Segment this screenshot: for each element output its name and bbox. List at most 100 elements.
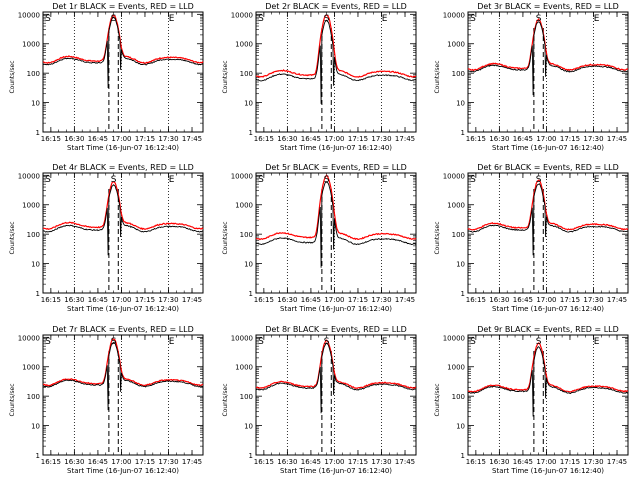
x-axis-label: Start Time (16-Jun-07 16:12:40) <box>67 305 179 313</box>
series-line-events <box>468 346 629 417</box>
series-line-lld <box>467 17 629 72</box>
plot-panel-4: 1 10 100 1000 10000 16:15 16:30 16:45 17:00 17:15… <box>9 163 204 313</box>
y-tick-label: 1 <box>249 290 253 298</box>
s-marker-label: S <box>470 175 476 185</box>
s-marker-label: S <box>258 337 264 347</box>
x-tick-label: 17:15 <box>348 458 368 466</box>
flare-s-marker: S <box>111 337 117 347</box>
x-tick-label: 16:45 <box>301 135 321 143</box>
flare-s-marker: S <box>324 175 330 185</box>
x-axis-label: Start Time (16-Jun-07 16:12:40) <box>280 144 392 152</box>
x-tick-label: 16:30 <box>489 135 509 143</box>
y-axis-label: Counts/sec <box>222 221 229 254</box>
x-tick-label: 16:15 <box>41 296 61 304</box>
x-axis-label: Start Time (16-Jun-07 16:12:40) <box>492 467 604 475</box>
series-line-events <box>255 342 416 414</box>
y-tick-label: 100 <box>240 70 253 78</box>
x-tick-label: 17:00 <box>324 296 344 304</box>
x-tick-label: 16:15 <box>466 135 486 143</box>
y-axis-label: Counts/sec <box>222 60 229 93</box>
y-tick-label: 10 <box>456 100 465 108</box>
x-tick-label: 17:45 <box>395 296 415 304</box>
s-marker-label: S <box>45 337 51 347</box>
plot-panel-2: 1 10 100 1000 10000 16:15 16:30 16:45 17:00 17:15… <box>222 2 417 152</box>
e-marker-label: E <box>382 175 388 185</box>
series-line-events <box>467 183 629 256</box>
y-tick-label: 10 <box>244 261 253 269</box>
plot-panel-1: 1 10 100 1000 10000 16:15 16:30 16:45 17:00 17:15… <box>9 2 204 152</box>
x-tick-label: 16:30 <box>64 296 84 304</box>
x-tick-label: 17:30 <box>158 135 178 143</box>
y-tick-label: 10000 <box>443 11 465 19</box>
e-marker-label: E <box>382 14 388 24</box>
e-marker-label: E <box>169 175 175 185</box>
y-tick-label: 1 <box>36 452 40 460</box>
plot-frame <box>467 334 629 456</box>
x-tick-label: 16:15 <box>254 296 274 304</box>
x-tick-label: 17:45 <box>607 135 627 143</box>
s-marker-label: S <box>45 14 51 24</box>
x-tick-label: 17:45 <box>182 135 202 143</box>
series-line-events <box>42 184 204 256</box>
x-tick-label: 17:30 <box>158 296 178 304</box>
plot-title: Det 1r BLACK = Events, RED = LLD <box>52 2 194 11</box>
x-tick-label: 17:00 <box>536 458 556 466</box>
x-tick-label: 17:00 <box>111 296 131 304</box>
x-tick-label: 16:15 <box>254 458 274 466</box>
s-marker-label: S <box>45 175 51 185</box>
plot-title: Det 3r BLACK = Events, RED = LLD <box>477 2 619 11</box>
plot-frame <box>255 334 417 456</box>
y-tick-label: 10 <box>31 261 40 269</box>
y-tick-label: 1000 <box>235 364 253 372</box>
x-tick-label: 17:15 <box>135 135 155 143</box>
y-tick-label: 1 <box>249 452 253 460</box>
x-tick-label: 16:15 <box>254 135 274 143</box>
plot-title: Det 5r BLACK = Events, RED = LLD <box>265 163 407 172</box>
y-axis-label: Counts/sec <box>9 221 16 254</box>
series-line-lld <box>255 14 417 79</box>
x-tick-label: 16:45 <box>88 135 108 143</box>
x-tick-label: 17:00 <box>536 296 556 304</box>
plot-panel-9: 1 10 100 1000 10000 16:15 16:30 16:45 17:00 17:15… <box>434 325 629 475</box>
y-tick-label: 10 <box>456 423 465 431</box>
e-marker-label: E <box>382 337 388 347</box>
y-tick-label: 10000 <box>231 172 253 180</box>
y-tick-label: 1 <box>461 452 465 460</box>
x-tick-label: 17:30 <box>583 135 603 143</box>
y-tick-label: 1 <box>461 129 465 137</box>
x-tick-label: 17:30 <box>583 458 603 466</box>
plot-frame <box>467 11 629 133</box>
x-tick-label: 16:15 <box>41 135 61 143</box>
x-tick-label: 17:30 <box>371 458 391 466</box>
x-tick-label: 16:45 <box>88 296 108 304</box>
y-tick-label: 100 <box>27 70 40 78</box>
y-axis-label: Counts/sec <box>434 60 441 93</box>
x-tick-label: 16:45 <box>88 458 108 466</box>
x-axis-label: Start Time (16-Jun-07 16:12:40) <box>280 305 392 313</box>
y-tick-label: 10000 <box>443 334 465 342</box>
plot-title: Det 9r BLACK = Events, RED = LLD <box>477 325 619 334</box>
flare-s-marker: S <box>536 337 542 347</box>
x-tick-label: 17:15 <box>135 458 155 466</box>
x-tick-label: 17:45 <box>607 296 627 304</box>
x-tick-label: 16:15 <box>41 458 61 466</box>
x-tick-label: 16:30 <box>489 458 509 466</box>
plot-panel-3: 1 10 100 1000 10000 16:15 16:30 16:45 17:00 17:15… <box>434 2 629 152</box>
y-tick-label: 10 <box>31 423 40 431</box>
plot-frame <box>467 172 629 294</box>
y-axis-label: Counts/sec <box>9 60 16 93</box>
x-tick-label: 17:45 <box>182 458 202 466</box>
x-tick-label: 17:00 <box>324 458 344 466</box>
x-tick-label: 17:15 <box>135 296 155 304</box>
series-line-lld <box>255 339 417 390</box>
y-tick-label: 10000 <box>231 334 253 342</box>
y-tick-label: 1000 <box>235 202 253 210</box>
y-axis-label: Counts/sec <box>434 221 441 254</box>
plot-panel-7: 1 10 100 1000 10000 16:15 16:30 16:45 17:00 17:15… <box>9 325 204 475</box>
x-tick-label: 17:00 <box>111 458 131 466</box>
series-line-events <box>42 342 204 411</box>
x-tick-label: 16:30 <box>277 135 297 143</box>
x-tick-label: 16:30 <box>64 458 84 466</box>
plot-frame <box>42 172 204 294</box>
